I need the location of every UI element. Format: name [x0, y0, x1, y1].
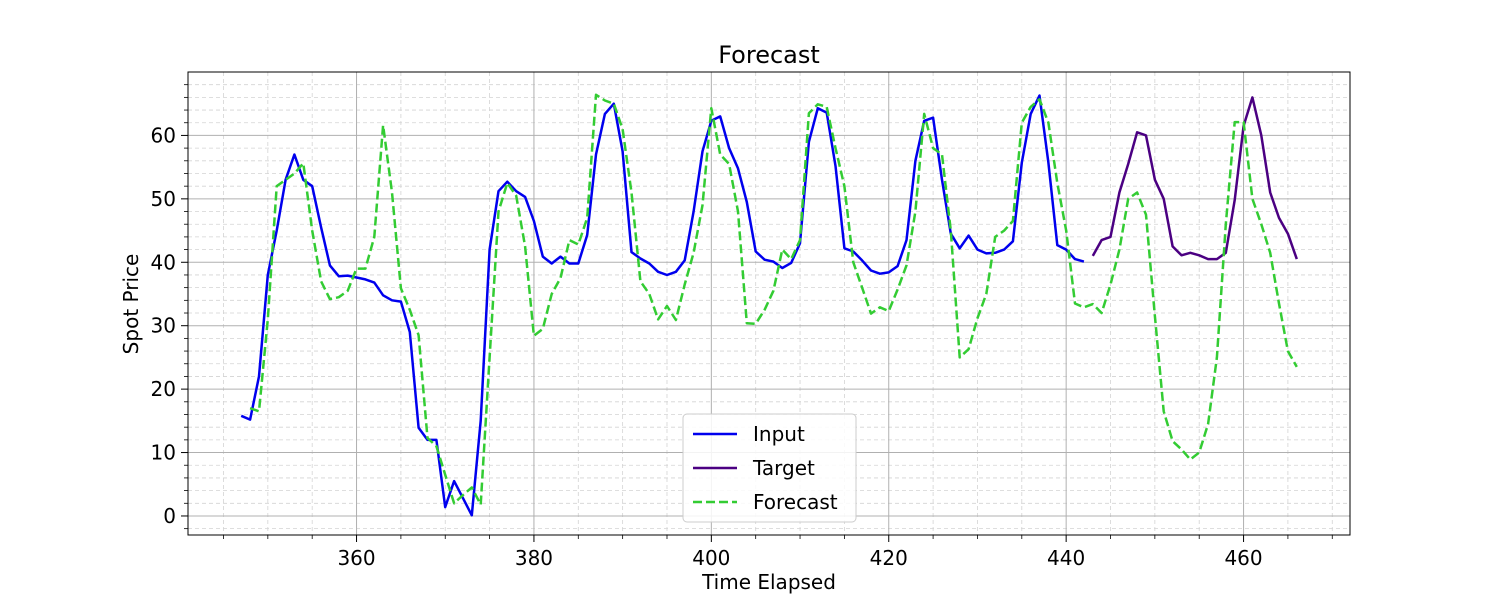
y-tick-label: 60 — [151, 123, 176, 147]
y-tick-label: 10 — [151, 441, 176, 465]
y-tick-label: 40 — [151, 250, 176, 274]
legend: Input Target Forecast — [682, 413, 857, 523]
series-line-forecast — [249, 93, 1298, 506]
x-tick-label: 380 — [515, 546, 553, 570]
x-axis-label: Time Elapsed — [701, 570, 836, 594]
legend-label-input: Input — [753, 422, 805, 446]
series-layer — [240, 93, 1298, 517]
legend-label-forecast: Forecast — [753, 490, 838, 514]
x-tick-label: 400 — [692, 546, 730, 570]
y-tick-label: 50 — [151, 187, 176, 211]
x-tick-label: 420 — [870, 546, 908, 570]
legend-box — [682, 413, 857, 523]
y-tick-label: 0 — [163, 504, 176, 528]
x-tick-label: 360 — [337, 546, 375, 570]
chart-title: Forecast — [718, 41, 820, 69]
x-tick-label: 440 — [1047, 546, 1085, 570]
plot-frame — [187, 71, 1351, 536]
series-line-input — [240, 94, 1085, 517]
axis-ticks: 360 380 400 420 440 460 0 10 20 30 40 50 60 — [151, 84, 1333, 570]
y-axis-label: Spot Price — [119, 254, 143, 355]
y-tick-label: 20 — [151, 377, 176, 401]
series-line-target — [1091, 96, 1298, 261]
y-tick-label: 30 — [151, 314, 176, 338]
x-tick-label: 460 — [1224, 546, 1262, 570]
legend-label-target: Target — [752, 456, 815, 480]
